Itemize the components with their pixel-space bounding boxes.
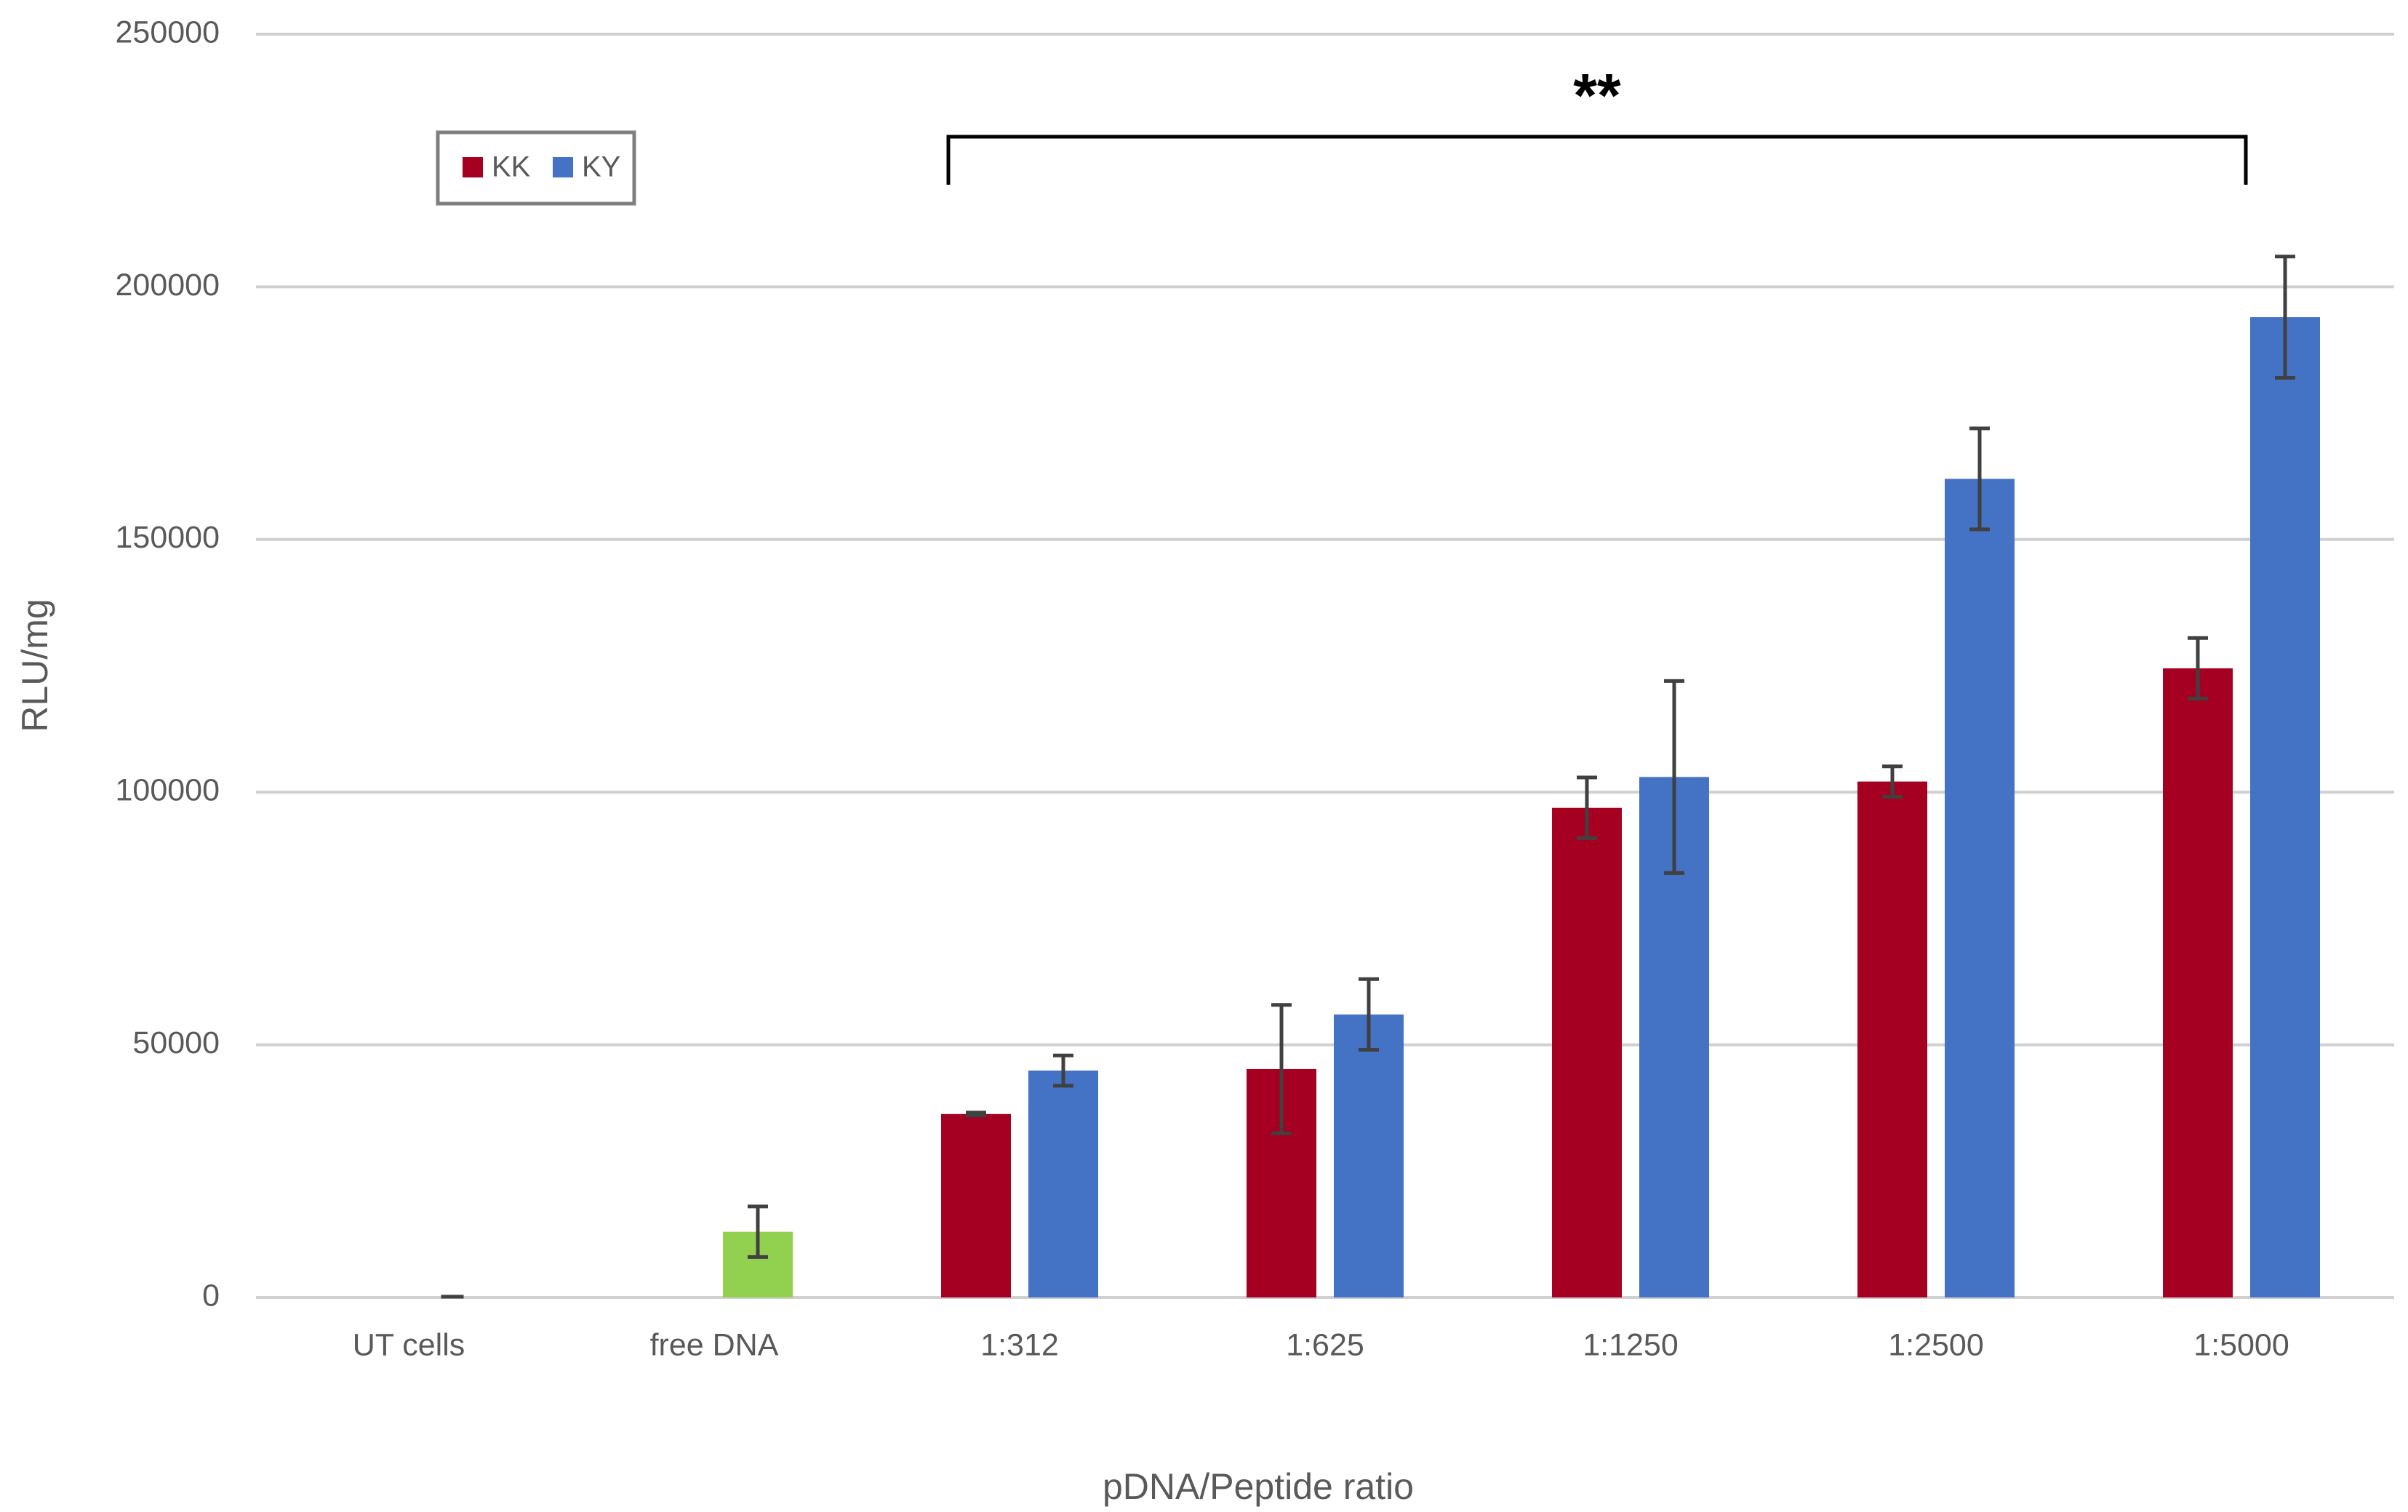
legend-swatch	[463, 157, 483, 177]
x-tick-label: 1:625	[1286, 1327, 1364, 1362]
x-axis-label: pDNA/Peptide ratio	[1103, 1466, 1414, 1507]
legend-label: KY	[582, 151, 620, 183]
error-bar	[1359, 977, 1379, 1052]
x-tick-label: 1:5000	[2193, 1327, 2289, 1362]
x-tick-label: UT cells	[353, 1327, 465, 1362]
error-bar	[2275, 255, 2295, 380]
y-tick-label: 200000	[116, 268, 220, 303]
error-bar	[1664, 679, 1684, 875]
error-bar	[966, 1111, 986, 1118]
y-tick-label: 150000	[116, 520, 220, 555]
bar	[1945, 479, 2015, 1297]
error-bar	[1271, 1003, 1292, 1135]
bar	[1552, 807, 1622, 1297]
error-bar	[2188, 636, 2208, 701]
y-axis-label: RLU/mg	[15, 599, 55, 732]
x-tick-label: 1:2500	[1888, 1327, 1984, 1362]
error-bar	[1969, 426, 1990, 532]
x-tick-label: 1:1250	[1583, 1327, 1679, 1362]
x-tick-label: 1:312	[980, 1327, 1059, 1362]
error-bar	[1882, 764, 1903, 799]
y-tick-label: 250000	[116, 15, 220, 49]
bar	[1334, 1014, 1404, 1297]
bar	[1028, 1071, 1098, 1297]
y-tick-label: 100000	[116, 773, 220, 808]
bar	[1857, 781, 1927, 1297]
bar	[2163, 668, 2233, 1297]
error-bar	[748, 1204, 768, 1259]
y-tick-label: 50000	[132, 1025, 220, 1060]
legend-swatch	[553, 157, 573, 177]
legend-label: KK	[492, 151, 531, 183]
bar	[2250, 317, 2320, 1297]
error-bar	[1577, 775, 1597, 840]
x-tick-label: free DNA	[650, 1327, 779, 1362]
bar	[441, 1295, 464, 1299]
significance-label: **	[1573, 61, 1621, 129]
significance-bracket	[946, 135, 2248, 185]
y-tick-label: 0	[202, 1278, 220, 1313]
error-bar	[1053, 1053, 1073, 1088]
bar	[941, 1113, 1011, 1297]
